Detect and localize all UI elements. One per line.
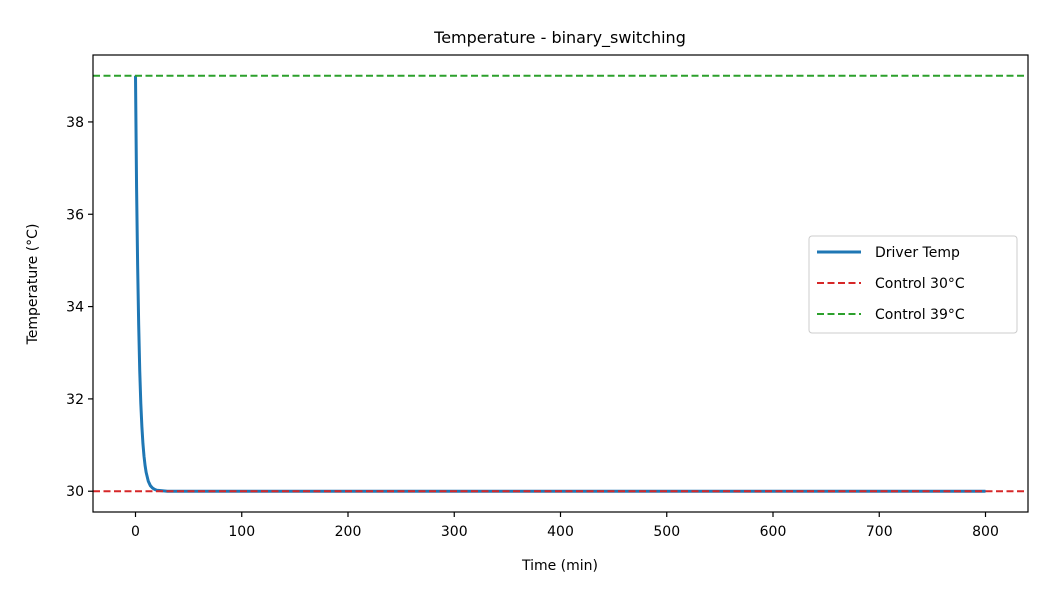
legend-label-control-30-c: Control 30°C [875, 276, 965, 292]
x-tick-label: 200 [335, 524, 362, 540]
chart-title: Temperature - binary_switching [433, 28, 686, 48]
y-tick-label: 32 [66, 392, 84, 408]
legend-label-driver-temp: Driver Temp [875, 245, 960, 261]
y-tick-label: 30 [66, 484, 84, 500]
y-tick-label: 34 [66, 300, 84, 316]
legend: Driver Temp Control 30°C Control 39°C [808, 235, 1018, 334]
plot-area [93, 74, 1028, 493]
legend-label-control-39-c: Control 39°C [875, 307, 965, 323]
x-tick-label: 100 [228, 524, 255, 540]
y-axis-label: Temperature (°C) [25, 224, 41, 346]
axis-ticks: 0 100 200 300 400 500 600 700 800 30 32 34 36 38 [66, 115, 999, 540]
x-tick-label: 600 [760, 524, 787, 540]
x-tick-label: 400 [547, 524, 574, 540]
x-tick-label: 0 [131, 524, 140, 540]
legend-box [808, 235, 1018, 334]
y-tick-label: 38 [66, 115, 84, 131]
x-tick-label: 800 [972, 524, 999, 540]
x-tick-label: 500 [653, 524, 680, 540]
x-axis-label: Time (min) [521, 558, 598, 574]
x-tick-label: 700 [866, 524, 893, 540]
x-tick-label: 300 [441, 524, 468, 540]
y-tick-label: 36 [66, 207, 84, 223]
